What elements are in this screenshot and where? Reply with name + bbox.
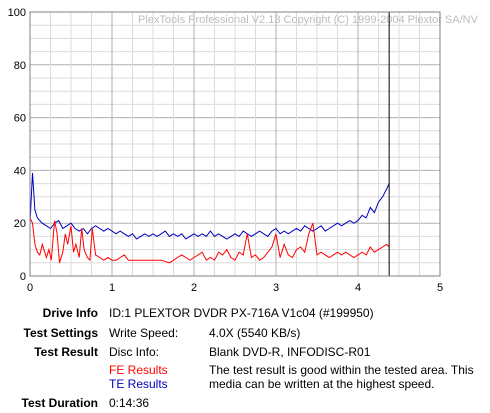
write-speed-value: 4.0X (5540 KB/s) [209,326,301,340]
x-tick-label: 2 [191,282,197,294]
drive-info-value: ID:1 PLEXTOR DVDR PX-716A V1c04 (#199950… [109,306,374,320]
x-tick-label: 3 [273,282,279,294]
test-duration-label: Test Duration [21,396,98,410]
disc-info-value: Blank DVD-R, INFODISC-R01 [209,345,371,359]
drive-info-label: Drive Info [42,306,98,320]
y-tick-label: 100 [8,7,26,19]
chart-series [29,172,390,264]
x-tick-label: 4 [355,282,361,294]
test-result-row: Test Result Disc Info: Blank DVD-R, INFO… [0,345,490,361]
x-tick-label: 1 [109,282,115,294]
x-axis-ticks: 0 1 2 3 4 5 [27,282,443,294]
y-tick-label: 20 [14,218,26,230]
watermark-text: PlexTools Professional V2.18 Copyright (… [138,14,479,26]
y-tick-label: 80 [14,60,26,72]
x-tick-label: 0 [27,282,33,294]
results-row: FE Results TE Results The test result is… [0,363,490,395]
drive-info-row: Drive Info ID:1 PLEXTOR DVDR PX-716A V1c… [0,306,490,322]
result-text: The test result is good within the teste… [209,363,474,391]
x-tick-label: 5 [437,282,443,294]
fe-series-line [29,217,390,264]
te-series-line [29,172,390,240]
test-settings-label: Test Settings [23,326,98,340]
write-speed-label: Write Speed: [109,326,179,340]
y-axis-ticks: 0 20 40 60 80 100 [8,7,26,283]
test-settings-row: Test Settings Write Speed: 4.0X (5540 KB… [0,326,490,342]
fe-results-legend: FE Results [109,363,168,377]
disc-info-label: Disc Info: [109,345,160,359]
test-duration-row: Test Duration 0:14:36 [0,396,490,412]
te-results-legend: TE Results [109,377,168,391]
chart-grid [30,12,440,276]
plot-frame [29,11,441,277]
test-chart: PlexTools Professional V2.18 Copyright (… [8,7,479,294]
test-result-label: Test Result [34,345,98,359]
test-duration-value: 0:14:36 [109,396,150,410]
y-tick-label: 40 [14,165,26,177]
y-tick-label: 0 [20,271,26,283]
y-tick-label: 60 [14,113,26,125]
